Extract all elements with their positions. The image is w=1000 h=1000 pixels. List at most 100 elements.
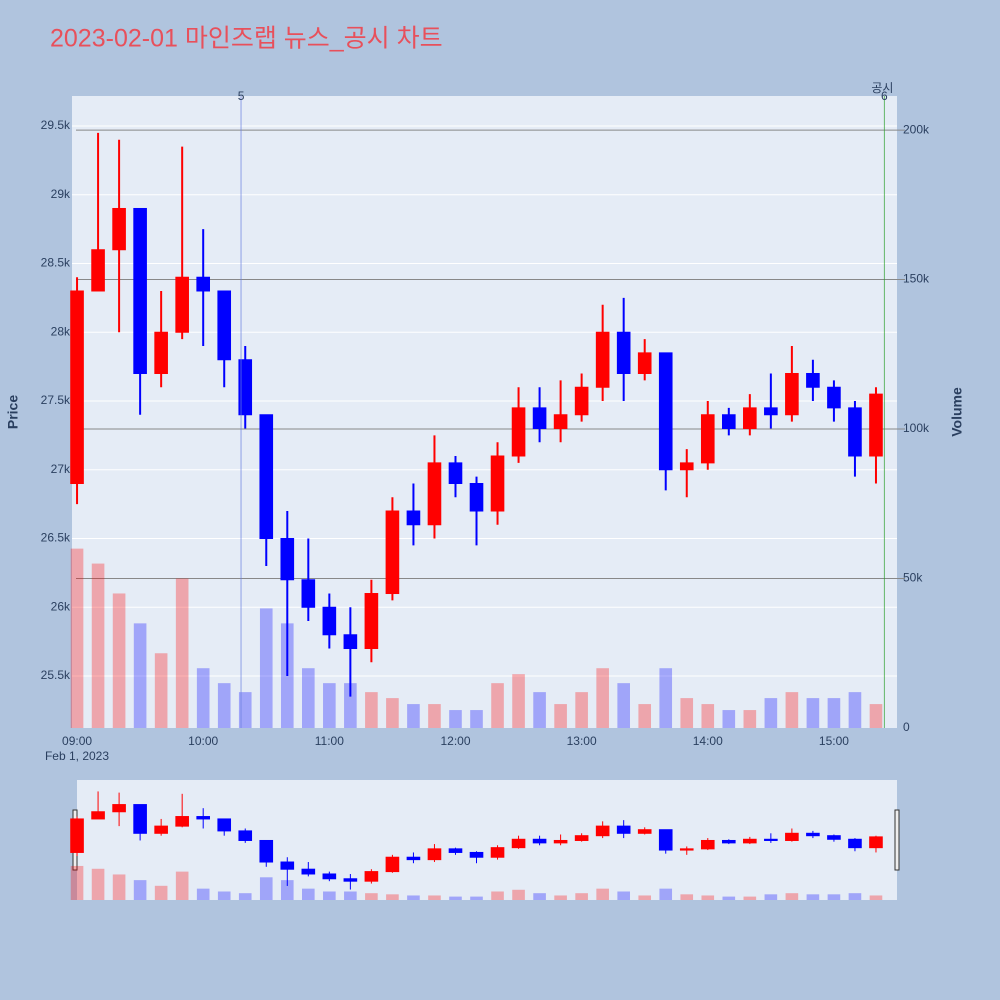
candle-body [721, 414, 736, 430]
volume-bar [428, 895, 441, 900]
y2-tick-label: 50k [903, 571, 923, 585]
volume-bar [344, 891, 357, 900]
candle-body [764, 407, 778, 416]
candle-body [280, 538, 295, 581]
x-tick-label: 11:00 [315, 734, 344, 748]
candle-body [427, 848, 442, 861]
volume-bar [280, 880, 294, 900]
volume-bar [596, 668, 609, 728]
candle-body [743, 838, 757, 844]
candle-body [785, 372, 799, 416]
candle-body [658, 352, 673, 471]
volume-bar [259, 608, 273, 728]
candle-body [364, 593, 379, 650]
volume-bar [70, 865, 84, 900]
candle-body [658, 829, 673, 851]
volume-bar [869, 704, 883, 728]
volume-bar [848, 692, 862, 728]
candle-body [406, 856, 421, 861]
volume-bar [112, 874, 126, 900]
volume-bar [638, 704, 652, 728]
candle-body [322, 606, 337, 636]
volume-bar [196, 888, 210, 900]
range-slider[interactable] [77, 780, 897, 900]
volume-bar [743, 896, 757, 900]
candle-body [427, 462, 442, 526]
candle-body [175, 816, 189, 827]
candle-body [343, 878, 358, 882]
slider-handle[interactable] [894, 809, 900, 871]
candle-body [806, 372, 820, 388]
volume-bar [302, 888, 315, 900]
volume-bar [743, 710, 757, 728]
x-tick-label: 14:00 [693, 734, 723, 748]
y-tick-label: 26k [51, 599, 71, 613]
candle-body [553, 839, 568, 844]
candle-body [869, 393, 883, 457]
volume-bar [491, 683, 504, 728]
candle-body [448, 848, 463, 853]
volume-bar [238, 692, 252, 728]
volume-bar [869, 895, 883, 900]
volume-bar [806, 698, 820, 728]
volume-bar [575, 692, 588, 728]
event-name: 공시 [871, 81, 893, 95]
volume-bar [722, 896, 736, 900]
volume-bar [659, 888, 673, 900]
candle-body [511, 407, 526, 457]
candle-body [196, 816, 210, 820]
y2-tick-label: 100k [903, 421, 930, 435]
candle-body [764, 838, 778, 841]
candle-body [637, 829, 652, 834]
x-tick-label: 12:00 [440, 734, 470, 748]
plot-area [72, 96, 897, 728]
volume-bar [827, 698, 841, 728]
volume-bar [70, 548, 84, 728]
volume-bar [323, 683, 336, 728]
volume-bar [302, 668, 315, 728]
volume-bar [806, 894, 820, 900]
candle-body [175, 276, 189, 333]
candle-body [490, 847, 505, 858]
candle-body [700, 839, 715, 850]
volume-bar [491, 891, 504, 900]
volume-bar [217, 683, 231, 728]
candle-body [532, 838, 547, 844]
candle-body [848, 838, 862, 849]
candle-body [616, 825, 631, 834]
candle-body [785, 832, 799, 841]
candle-body [637, 352, 652, 374]
y-tick-label: 27k [51, 462, 71, 476]
x-tick-label: 15:00 [819, 734, 849, 748]
candle-body [848, 407, 862, 457]
volume-bar [407, 895, 420, 900]
candle-body [112, 207, 126, 251]
candle-body [469, 851, 484, 858]
candle-body [154, 331, 168, 374]
candle-body [679, 848, 694, 851]
candle-body [70, 290, 84, 485]
volume-bar [764, 894, 778, 900]
volume-bar [638, 895, 652, 900]
candle-body [259, 839, 274, 863]
volume-bar [386, 894, 399, 900]
volume-bar [848, 893, 862, 900]
volume-bar [512, 889, 525, 900]
y-tick-label: 28k [51, 324, 71, 338]
volume-bar [470, 896, 483, 900]
volume-bar [449, 896, 462, 900]
candle-body [595, 825, 610, 837]
x-tick-label: 09:00 [62, 734, 92, 748]
candle-body [721, 839, 736, 844]
volume-bar [91, 563, 105, 728]
volume-bar [344, 683, 357, 728]
x-date-label: Feb 1, 2023 [45, 749, 109, 763]
candle-body [343, 634, 358, 650]
candle-body [217, 818, 232, 832]
volume-bar [701, 704, 715, 728]
volume-bar [533, 692, 546, 728]
candle-body [616, 331, 631, 374]
y-tick-label: 29.5k [41, 118, 71, 132]
candle-body [743, 407, 757, 430]
